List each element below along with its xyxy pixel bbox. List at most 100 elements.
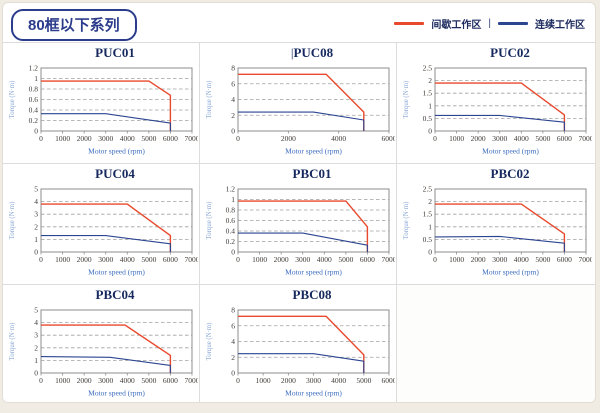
chart-cell-pbc04: PBC04 0 1000 2000 3000 4000 5000 6000 7000 0 1 2 3 4 5… bbox=[3, 285, 200, 402]
y-tick-label: 2.5 bbox=[423, 64, 433, 73]
y-tick-label: 2.5 bbox=[423, 185, 433, 194]
x-tick-label: 1000 bbox=[55, 134, 70, 143]
x-tick-label: 7000 bbox=[579, 255, 593, 264]
x-tick-label: 6000 bbox=[360, 255, 375, 264]
plot-border bbox=[40, 188, 193, 253]
chart-plot-pbc04: 0 1000 2000 3000 4000 5000 6000 7000 0 1 2 3 4 5 Torqu… bbox=[9, 306, 198, 398]
x-tick-label: 6000 bbox=[557, 255, 572, 264]
y-tick-label: 4 bbox=[34, 318, 38, 327]
x-tick-label: 4000 bbox=[120, 134, 135, 143]
x-tick-label: 7000 bbox=[185, 255, 199, 264]
y-tick-label: 1 bbox=[428, 101, 432, 110]
y-tick-label: 0.6 bbox=[226, 216, 236, 225]
x-tick-label: 4000 bbox=[514, 134, 529, 143]
y-tick-label: 0 bbox=[34, 248, 38, 257]
x-tick-label: 6000 bbox=[382, 376, 396, 385]
x-tick-label: 0 bbox=[39, 376, 43, 385]
y-tick-label: 0.6 bbox=[29, 95, 39, 104]
intermittent-line bbox=[238, 315, 365, 373]
chart-cell-puc02: PUC02 0 1000 2000 3000 4000 5000 6000 7000 0 0.5 1 1… bbox=[397, 43, 595, 164]
intermittent-line bbox=[41, 203, 172, 252]
x-tick-label: 3000 bbox=[98, 376, 113, 385]
x-tick-label: 1000 bbox=[55, 376, 70, 385]
chart-cell-puc08: |PUC08 0 2000 4000 6000 0 2 4 6 8 Torque (N·m) Moto… bbox=[200, 43, 397, 164]
y-tick-label: 0 bbox=[231, 127, 235, 136]
x-axis-label: Motor speed (rpm) bbox=[285, 268, 342, 277]
chart-plot-pbc01: 0 1000 2000 3000 4000 5000 6000 700000.20.40.60… bbox=[206, 185, 396, 277]
x-tick-label: 2000 bbox=[77, 376, 92, 385]
continuous-line bbox=[238, 111, 365, 131]
chart-title: PBC02 bbox=[490, 166, 530, 181]
x-axis-label: Motor speed (rpm) bbox=[285, 389, 342, 398]
x-tick-label: 4000 bbox=[120, 255, 135, 264]
y-tick-label: 1.5 bbox=[423, 210, 433, 219]
y-tick-label: 0.2 bbox=[226, 237, 236, 246]
y-tick-label: 0.8 bbox=[226, 206, 236, 215]
y-tick-label: 0 bbox=[231, 248, 235, 257]
x-tick-label: 3000 bbox=[98, 134, 113, 143]
x-tick-label: 5000 bbox=[356, 376, 371, 385]
legend: 间歇工作区 | 连续工作区 bbox=[394, 16, 585, 31]
plot-border bbox=[434, 188, 587, 253]
intermittent-line bbox=[238, 73, 365, 131]
y-tick-label: 1 bbox=[34, 356, 38, 365]
y-tick-label: 6 bbox=[231, 79, 235, 88]
y-tick-label: 0 bbox=[34, 369, 38, 378]
x-tick-label: 5000 bbox=[141, 376, 156, 385]
y-tick-label: 4 bbox=[231, 337, 235, 346]
y-axis-label: Torque (N·m) bbox=[403, 81, 410, 119]
continuous-line bbox=[238, 353, 365, 373]
page-header: 80框以下系列 间歇工作区 | 连续工作区 bbox=[3, 3, 595, 42]
x-tick-label: 4000 bbox=[331, 376, 346, 385]
y-axis-label: Torque (N·m) bbox=[206, 202, 213, 240]
chart-plot-puc08: 0 2000 4000 6000 0 2 4 6 8 Torque (N·m) Motor spee… bbox=[206, 64, 395, 156]
x-axis-label: Motor speed (rpm) bbox=[285, 147, 342, 156]
continuous-line bbox=[41, 235, 171, 252]
x-tick-label: 5000 bbox=[141, 255, 156, 264]
y-axis-label: Torque (N·m) bbox=[403, 202, 410, 240]
x-axis-label: Motor speed (rpm) bbox=[88, 389, 145, 398]
chart-plot-puc01: 0 1000 2000 3000 4000 5000 6000 700000.20.40.60… bbox=[9, 64, 199, 156]
y-tick-label: 1.2 bbox=[29, 64, 39, 73]
chart-title: PUC02 bbox=[490, 45, 530, 60]
x-tick-label: 6000 bbox=[163, 255, 178, 264]
y-tick-label: 4 bbox=[34, 197, 38, 206]
x-tick-label: 1000 bbox=[256, 376, 271, 385]
x-axis-label: Motor speed (rpm) bbox=[88, 147, 145, 156]
y-tick-label: 2 bbox=[231, 353, 235, 362]
x-tick-label: 3000 bbox=[98, 255, 113, 264]
x-tick-label: 7000 bbox=[382, 255, 396, 264]
y-tick-label: 8 bbox=[231, 64, 235, 73]
y-tick-label: 3 bbox=[34, 210, 38, 219]
x-tick-label: 3000 bbox=[492, 255, 507, 264]
continuous-line bbox=[238, 232, 368, 252]
chart-cell-puc04: PUC04 0 1000 2000 3000 4000 5000 6000 7000 0 1 2 3 4 5… bbox=[3, 164, 200, 285]
x-tick-label: 7000 bbox=[185, 134, 199, 143]
chart-plot-puc04: 0 1000 2000 3000 4000 5000 6000 7000 0 1 2 3 4 5 Torqu… bbox=[9, 185, 199, 277]
continuous-line bbox=[41, 113, 171, 131]
y-tick-label: 8 bbox=[231, 306, 235, 315]
y-tick-label: 6 bbox=[231, 321, 235, 330]
y-tick-label: 1.2 bbox=[226, 185, 236, 194]
x-tick-label: 6000 bbox=[163, 376, 178, 385]
x-tick-label: 4000 bbox=[120, 376, 135, 385]
x-tick-label: 7000 bbox=[579, 134, 593, 143]
x-tick-label: 0 bbox=[39, 134, 43, 143]
x-tick-label: 6000 bbox=[557, 134, 572, 143]
chart-cell-puc01: PUC01 0 1000 2000 3000 4000 5000 6000 7000 0 0.2 0.… bbox=[3, 43, 200, 164]
x-tick-label: 5000 bbox=[141, 134, 156, 143]
chart-title: PBC04 bbox=[95, 287, 135, 302]
y-tick-label: 0.5 bbox=[423, 114, 433, 123]
x-tick-label: 0 bbox=[236, 134, 240, 143]
chart-cell-pbc08: PBC08 0 1000 2000 3000 4000 5000 6000 0 2 4 6 8 Torqu… bbox=[200, 285, 397, 402]
y-axis-label: Torque (N·m) bbox=[9, 323, 16, 361]
x-tick-label: 4000 bbox=[317, 255, 332, 264]
x-tick-label: 2000 bbox=[274, 255, 289, 264]
chart-title: PUC04 bbox=[95, 166, 135, 181]
series-title-badge: 80框以下系列 bbox=[11, 9, 137, 41]
continuous-line bbox=[435, 114, 565, 131]
y-tick-label: 2 bbox=[428, 76, 432, 85]
intermittent-line bbox=[41, 324, 172, 373]
chart-plot-puc02: 0 1000 2000 3000 4000 5000 6000 7000 0 0.5 1 1.5 2 2.… bbox=[403, 64, 593, 156]
x-tick-label: 1000 bbox=[449, 255, 464, 264]
